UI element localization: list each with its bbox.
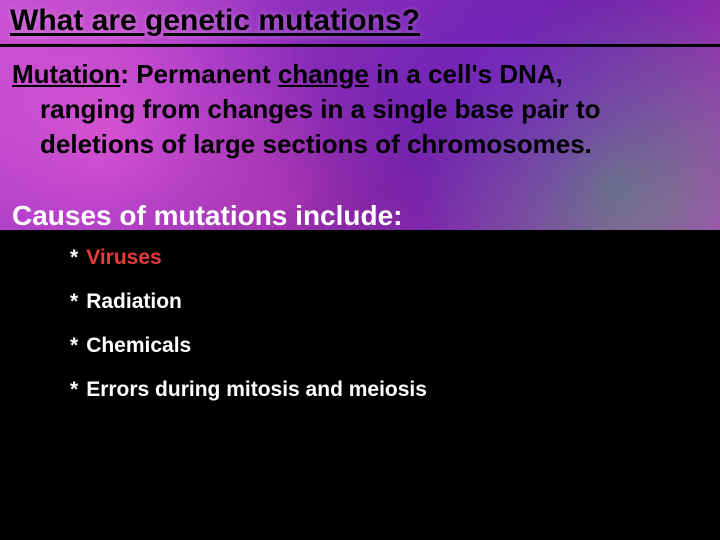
bullet-icon: * (70, 378, 78, 401)
bullet-icon: * (70, 290, 78, 313)
definition-term: Mutation (12, 59, 120, 89)
slide-title: What are genetic mutations? (0, 0, 720, 44)
definition-paragraph: Mutation: Permanent change in a cell's D… (0, 47, 720, 172)
definition-line3: deletions of large sections of chromosom… (12, 127, 702, 162)
causes-heading: Causes of mutations include: (0, 172, 720, 246)
definition-post: in a cell's DNA, (369, 59, 563, 89)
slide-content: What are genetic mutations? Mutation: Pe… (0, 0, 720, 540)
definition-line2: ranging from changes in a single base pa… (12, 92, 702, 127)
list-item: * Viruses (70, 246, 720, 270)
bullet-icon: * (70, 246, 78, 269)
cause-label: Chemicals (86, 334, 191, 357)
cause-label: Viruses (86, 246, 162, 269)
list-item: * Errors during mitosis and meiosis (70, 378, 720, 402)
definition-sep: : (120, 59, 136, 89)
causes-list: * Viruses * Radiation * Chemicals * Errors d… (0, 246, 720, 402)
definition-pre: Permanent (136, 59, 278, 89)
bullet-icon: * (70, 334, 78, 357)
definition-change-word: change (278, 59, 369, 89)
cause-label: Radiation (86, 290, 182, 313)
list-item: * Chemicals (70, 334, 720, 358)
list-item: * Radiation (70, 290, 720, 314)
cause-label: Errors during mitosis and meiosis (86, 378, 427, 401)
